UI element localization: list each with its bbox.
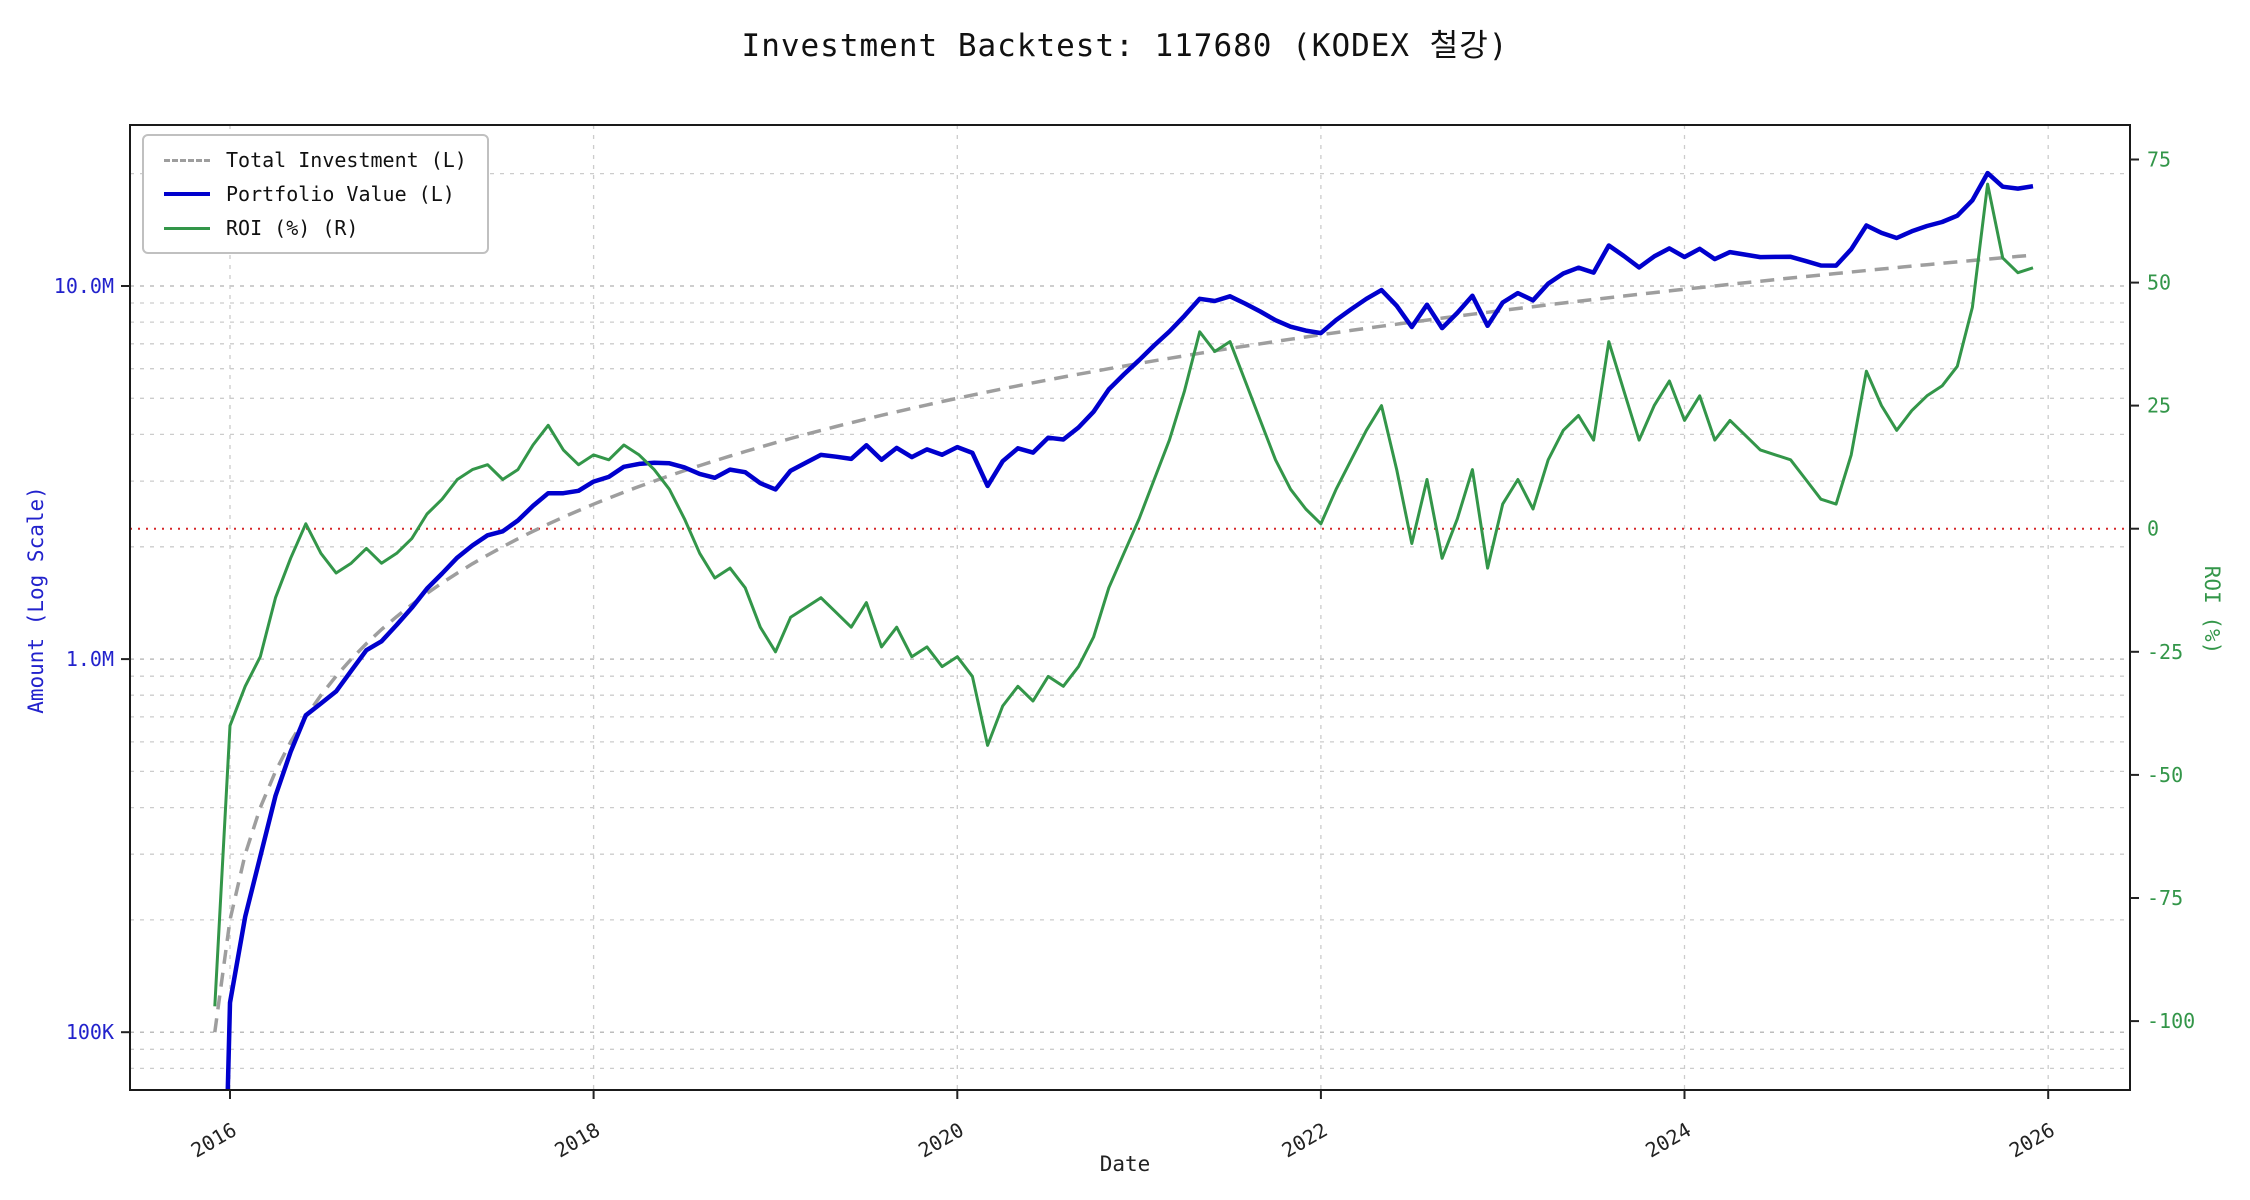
right-tick-label: 0 [2147, 517, 2159, 541]
right-axis-label: ROI (%) [2200, 565, 2224, 655]
legend-label-roi: ROI (%) (R) [226, 216, 359, 240]
x-axis-label: Date [1099, 1152, 1151, 1176]
left-tick-label: 10.0M [54, 274, 114, 298]
legend-swatch-roi [164, 226, 210, 230]
legend-item-roi: ROI (%) (R) [164, 216, 467, 240]
legend-swatch-total-investment [164, 158, 210, 162]
legend-label-total-investment: Total Investment (L) [226, 148, 467, 172]
left-axis-label: Amount (Log Scale) [24, 486, 48, 714]
chart-title: Investment Backtest: 117680 (KODEX 철강) [741, 28, 1509, 64]
legend: Total Investment (L) Portfolio Value (L)… [142, 134, 489, 254]
legend-swatch-portfolio-value [164, 192, 210, 196]
grid [130, 125, 2130, 1090]
legend-item-portfolio-value: Portfolio Value (L) [164, 182, 467, 206]
series-total-investment [213, 253, 2034, 1033]
legend-item-total-investment: Total Investment (L) [164, 148, 467, 172]
right-tick-label: -100 [2147, 1009, 2195, 1033]
right-tick-label: -50 [2147, 763, 2183, 787]
left-tick-label: 100K [66, 1020, 114, 1044]
right-tick-label: 25 [2147, 394, 2171, 418]
left-tick-label: 1.0M [66, 647, 114, 671]
right-tick-label: -75 [2147, 886, 2183, 910]
right-tick-label: 75 [2147, 148, 2171, 172]
right-tick-label: -25 [2147, 640, 2183, 664]
plot-border [129, 124, 2131, 1091]
series-roi [213, 182, 2034, 1007]
right-tick-label: 50 [2147, 271, 2171, 295]
legend-label-portfolio-value: Portfolio Value (L) [226, 182, 455, 206]
series-portfolio-value [225, 170, 2034, 1090]
